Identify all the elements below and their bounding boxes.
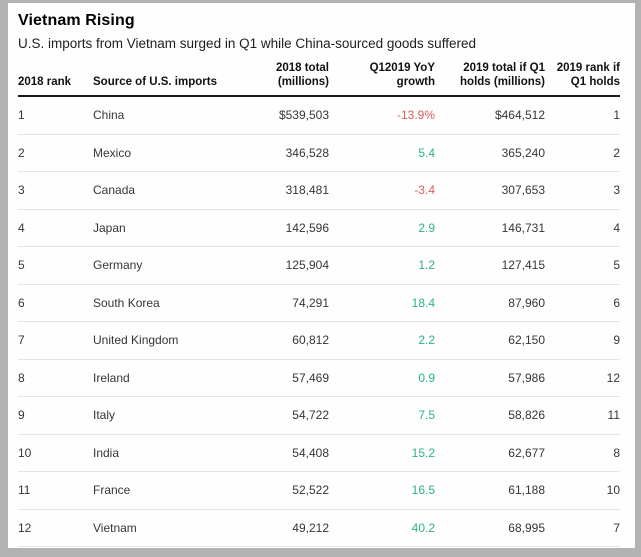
- table-header-row: 2018 rank Source of U.S. imports 2018 tota…: [18, 61, 620, 96]
- cell-total-2019: 87,960: [508, 295, 545, 310]
- cell-total-2019: 58,826: [508, 408, 545, 423]
- chart-title: Vietnam Rising: [18, 12, 135, 29]
- cell-rank-2018: 7: [18, 333, 25, 348]
- cell-rank-2019: 4: [613, 220, 620, 235]
- cell-total-2018: 142,596: [285, 220, 329, 235]
- cell-rank-2018: 4: [18, 220, 25, 235]
- cell-total-2019: 61,188: [508, 483, 545, 498]
- cell-total-2019: 62,150: [508, 333, 545, 348]
- cell-growth: 7.5: [418, 408, 435, 423]
- cell-source: France: [93, 483, 131, 498]
- cell-total-2018: 318,481: [285, 183, 329, 198]
- cell-total-2019: $464,512: [494, 108, 545, 123]
- cell-source: Germany: [93, 258, 143, 273]
- column-header: 2019 rank if Q1 holds: [556, 62, 620, 88]
- cell-source: Ireland: [93, 370, 130, 385]
- cell-source: Japan: [93, 220, 126, 235]
- cell-source: United Kingdom: [93, 333, 179, 348]
- cell-rank-2019: 9: [613, 333, 620, 348]
- cell-growth: -3.4: [414, 183, 435, 198]
- cell-growth: 15.2: [411, 445, 435, 460]
- table-row: 7 United Kingdom 60,812 2.2 62,150 9: [18, 322, 620, 359]
- cell-total-2018: 54,722: [292, 408, 329, 423]
- cell-growth: 2.9: [418, 220, 435, 235]
- cell-rank-2019: 6: [613, 295, 620, 310]
- table-row: 5 Germany 125,904 1.2 127,415 5: [18, 247, 620, 284]
- table-row: 8 Ireland 57,469 0.9 57,986 12: [18, 359, 620, 397]
- table-row: 10 India 54,408 15.2 62,677 8: [18, 434, 620, 472]
- cell-rank-2018: 11: [18, 483, 31, 498]
- cell-rank-2018: 6: [18, 295, 25, 310]
- cell-total-2019: 365,240: [501, 145, 545, 160]
- cell-source: Canada: [93, 183, 136, 198]
- cell-rank-2018: 3: [18, 183, 25, 198]
- cell-total-2018: 57,469: [292, 370, 329, 385]
- cell-total-2018: 52,522: [292, 483, 329, 498]
- cell-rank-2018: 2: [18, 145, 25, 160]
- chart-subtitle: U.S. imports from Vietnam surged in Q1 w…: [18, 36, 476, 51]
- cell-rank-2019: 8: [613, 445, 620, 460]
- cell-source: Italy: [93, 408, 116, 423]
- cell-total-2019: 62,677: [508, 445, 545, 460]
- cell-rank-2019: 2: [613, 145, 620, 160]
- cell-growth: 0.9: [418, 370, 435, 385]
- imports-table: 2018 rank Source of U.S. imports 2018 tota…: [18, 61, 620, 547]
- cell-total-2018: 60,812: [292, 333, 329, 348]
- cell-source: China: [93, 108, 125, 123]
- table-body: 1 China $539,503 -13.9% $464,512 1 2 Mexico 346,…: [18, 96, 620, 547]
- cell-total-2018: 54,408: [292, 445, 329, 460]
- cell-total-2018: 49,212: [292, 520, 329, 535]
- column-header: Source of U.S. imports: [93, 76, 217, 88]
- cell-growth: 18.4: [411, 295, 435, 310]
- cell-total-2019: 307,653: [501, 183, 545, 198]
- table-row: 11 France 52,522 16.5 61,188 10: [18, 472, 620, 509]
- cell-rank-2019: 10: [606, 483, 620, 498]
- cell-source: India: [93, 445, 120, 460]
- chart-panel: Vietnam Rising U.S. imports from Vietnam…: [8, 3, 635, 548]
- cell-total-2019: 127,415: [501, 258, 545, 273]
- cell-rank-2019: 3: [613, 183, 620, 198]
- table-row: 9 Italy 54,722 7.5 58,826 11: [18, 397, 620, 434]
- cell-total-2018: 125,904: [285, 258, 329, 273]
- column-header: 2018 rank: [18, 76, 72, 88]
- cell-total-2018: $539,503: [278, 108, 329, 123]
- cell-rank-2018: 1: [18, 108, 25, 123]
- table-row: 12 Vietnam 49,212 40.2 68,995 7: [18, 509, 620, 547]
- cell-source: Mexico: [93, 145, 132, 160]
- cell-rank-2019: 11: [607, 408, 620, 423]
- column-header: Q12019 YoY growth: [369, 62, 435, 88]
- cell-growth: 2.2: [418, 333, 435, 348]
- cell-growth: 5.4: [418, 145, 435, 160]
- cell-rank-2019: 5: [613, 258, 620, 273]
- cell-growth: -13.9%: [396, 108, 435, 123]
- cell-rank-2018: 5: [18, 258, 25, 273]
- cell-rank-2019: 12: [606, 370, 620, 385]
- table-row: 2 Mexico 346,528 5.4 365,240 2: [18, 134, 620, 172]
- table-row: 3 Canada 318,481 -3.4 307,653 3: [18, 172, 620, 209]
- cell-total-2019: 57,986: [508, 370, 545, 385]
- cell-growth: 1.2: [418, 258, 435, 273]
- table-row: 4 Japan 142,596 2.9 146,731 4: [18, 209, 620, 247]
- cell-rank-2018: 12: [18, 520, 32, 535]
- cell-rank-2018: 10: [18, 445, 32, 460]
- cell-source: Vietnam: [93, 520, 137, 535]
- column-header: 2019 total if Q1 holds (millions): [460, 62, 545, 88]
- column-header: 2018 total (millions): [275, 62, 329, 88]
- cell-total-2018: 74,291: [292, 295, 329, 310]
- cell-total-2019: 146,731: [501, 220, 545, 235]
- table-header: 2018 rank Source of U.S. imports 2018 tota…: [18, 61, 620, 96]
- cell-rank-2018: 8: [18, 370, 25, 385]
- cell-source: South Korea: [93, 295, 160, 310]
- cell-rank-2018: 9: [18, 408, 25, 423]
- cell-total-2018: 346,528: [285, 145, 329, 160]
- cell-rank-2019: 7: [613, 520, 620, 535]
- cell-growth: 16.5: [411, 483, 435, 498]
- cell-rank-2019: 1: [613, 108, 620, 123]
- cell-growth: 40.2: [411, 520, 435, 535]
- table-row: 1 China $539,503 -13.9% $464,512 1: [18, 96, 620, 134]
- cell-total-2019: 68,995: [508, 520, 545, 535]
- table-row: 6 South Korea 74,291 18.4 87,960 6: [18, 284, 620, 322]
